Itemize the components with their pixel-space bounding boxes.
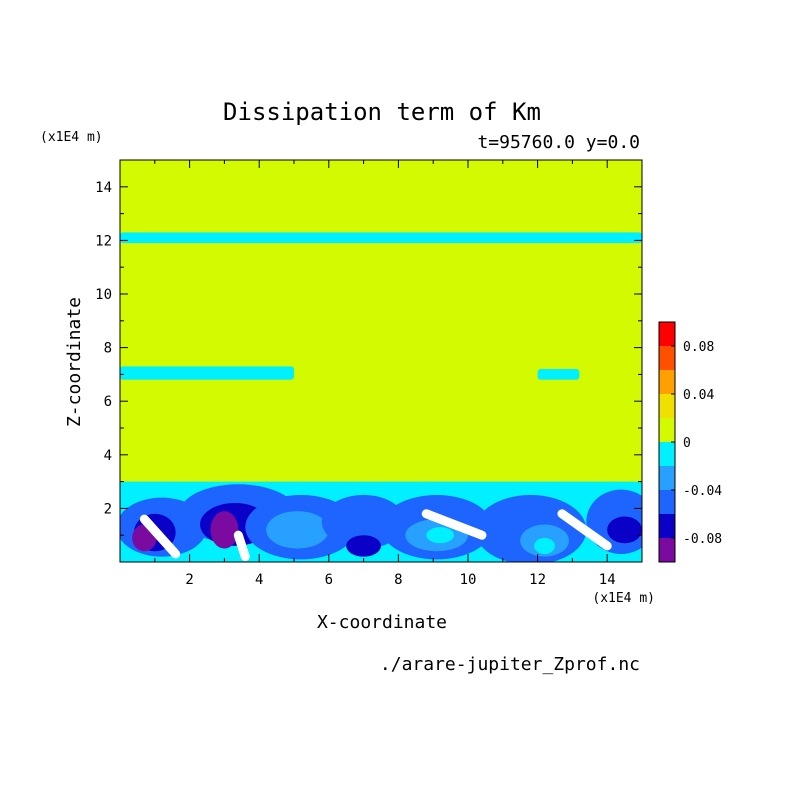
colorbar-swatch xyxy=(659,514,675,538)
x-axis-label: X-coordinate xyxy=(317,612,447,633)
x-tick-label: 14 xyxy=(599,572,616,588)
contour-region xyxy=(537,369,580,380)
y-tick-label: 6 xyxy=(104,394,112,410)
x-tick-label: 12 xyxy=(529,572,546,588)
x-tick-label: 6 xyxy=(325,572,333,588)
colorbar-swatch xyxy=(659,538,675,562)
contour-eddy xyxy=(346,535,381,557)
y-tick-label: 12 xyxy=(95,233,112,249)
x-axis-ticks: 2 4 6 8 10 12 14 xyxy=(154,160,616,588)
colorbar-swatch xyxy=(659,394,675,418)
colorbar-tick-label: 0.08 xyxy=(683,340,714,355)
y-tick-label: 8 xyxy=(104,341,112,357)
colorbar-swatch xyxy=(659,490,675,514)
chart-subtitle: t=95760.0 y=0.0 xyxy=(477,132,640,153)
contour-plot-area xyxy=(120,160,642,562)
y-tick-label: 14 xyxy=(95,180,112,196)
source-filename: ./arare-jupiter_Zprof.nc xyxy=(380,654,640,675)
x-tick-label: 4 xyxy=(255,572,263,588)
colorbar-tick-label: -0.08 xyxy=(683,532,722,547)
x-tick-label: 10 xyxy=(460,572,477,588)
contour-streak xyxy=(421,509,487,540)
y-axis-label: Z-coordinate xyxy=(64,297,85,427)
colorbar-swatch xyxy=(659,466,675,490)
colorbar-swatch xyxy=(659,418,675,442)
y-tick-label: 2 xyxy=(104,501,112,517)
colorbar-swatch xyxy=(659,370,675,394)
colorbar-swatch xyxy=(659,442,675,466)
contour-eddy xyxy=(266,511,329,549)
colorbar-tick-label: 0 xyxy=(683,436,691,451)
plot-frame xyxy=(119,159,643,563)
chart-title: Dissipation term of Km xyxy=(223,98,541,126)
contour-streak xyxy=(557,509,612,551)
y-axis-unit: (x1E4 m) xyxy=(40,130,103,145)
contour-region xyxy=(120,366,294,380)
contour-eddy xyxy=(607,516,642,544)
x-axis-unit: (x1E4 m) xyxy=(592,591,655,606)
contour-streak xyxy=(233,530,250,562)
contour-eddy xyxy=(210,511,239,549)
colorbar-swatch xyxy=(659,322,675,346)
contour-eddy xyxy=(534,537,555,554)
colorbar-tick-label: 0.04 xyxy=(683,388,714,403)
colorbar: -0.08 -0.04 0 0.04 0.08 xyxy=(658,321,722,563)
y-axis-ticks: 2 4 6 8 10 12 14 xyxy=(95,180,642,536)
colorbar-tick-label: -0.04 xyxy=(683,484,722,499)
colorbar-swatch xyxy=(659,346,675,370)
contour-region xyxy=(120,232,642,244)
contour-streak xyxy=(139,514,181,559)
y-tick-label: 4 xyxy=(104,448,112,464)
x-tick-label: 8 xyxy=(394,572,402,588)
x-tick-label: 2 xyxy=(185,572,193,588)
contour-eddy xyxy=(426,527,455,544)
y-tick-label: 10 xyxy=(95,287,112,303)
